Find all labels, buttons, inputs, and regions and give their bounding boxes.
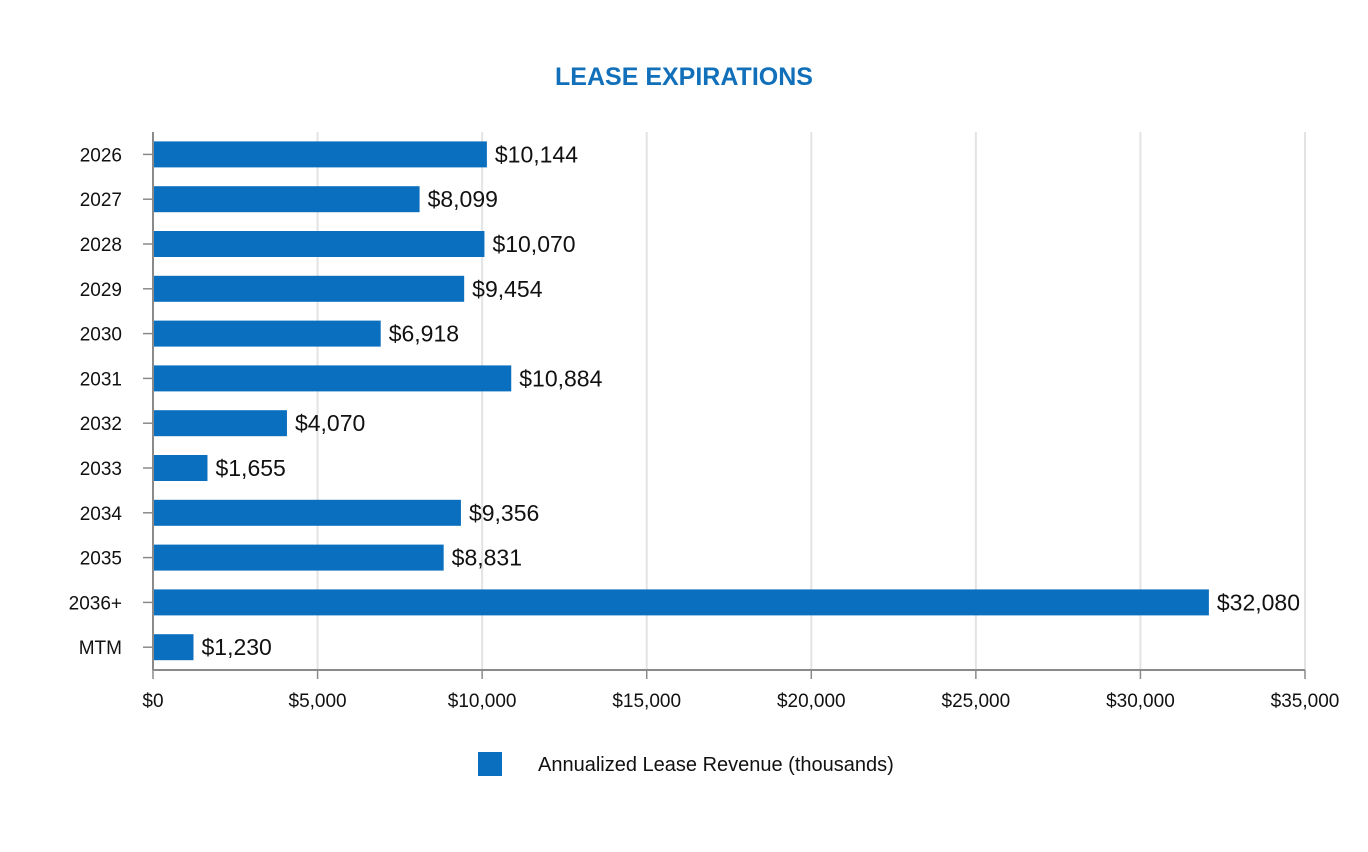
x-tick-label-7: $35,000 <box>1271 691 1340 712</box>
category-label-2036: 2036+ <box>69 593 122 614</box>
category-label-2032: 2032 <box>80 414 122 435</box>
category-label-2033: 2033 <box>80 459 122 480</box>
bar-mtm <box>153 634 194 661</box>
data-label-2033: $1,655 <box>215 455 285 481</box>
bar-2026 <box>153 141 487 168</box>
bar-2031 <box>153 365 512 392</box>
data-label-2027: $8,099 <box>428 186 498 212</box>
legend-label: Annualized Lease Revenue (thousands) <box>538 754 894 776</box>
category-label-2028: 2028 <box>80 235 122 256</box>
data-label-mtm: $1,230 <box>201 634 271 660</box>
category-label-2026: 2026 <box>80 145 122 166</box>
data-label-2032: $4,070 <box>295 410 365 436</box>
data-label-2030: $6,918 <box>389 321 459 347</box>
category-label-2029: 2029 <box>80 280 122 301</box>
bar-2034 <box>153 499 461 526</box>
data-label-2028: $10,070 <box>492 231 575 257</box>
x-tick-label-6: $30,000 <box>1106 691 1175 712</box>
bar-2036 <box>153 589 1209 616</box>
bar-2027 <box>153 186 420 213</box>
x-tick-label-4: $20,000 <box>777 691 846 712</box>
data-label-2036: $32,080 <box>1217 589 1300 615</box>
x-tick-label-0: $0 <box>142 691 163 712</box>
x-tick-label-1: $5,000 <box>289 691 347 712</box>
bar-2033 <box>153 455 208 481</box>
axes <box>143 132 1306 679</box>
gridlines <box>316 132 1306 670</box>
bar-2032 <box>153 410 287 437</box>
bar-2035 <box>153 544 444 571</box>
legend: Annualized Lease Revenue (thousands) <box>478 752 894 776</box>
chart-title: LEASE EXPIRATIONS <box>555 63 813 91</box>
bar-2030 <box>153 320 381 347</box>
category-label-2030: 2030 <box>80 325 122 346</box>
category-label-2031: 2031 <box>80 369 122 390</box>
x-tick-label-5: $25,000 <box>942 691 1011 712</box>
data-label-2035: $8,831 <box>452 545 522 571</box>
data-label-2034: $9,356 <box>469 500 539 526</box>
x-tick-label-2: $10,000 <box>448 691 517 712</box>
x-tick-label-3: $15,000 <box>612 691 681 712</box>
data-label-2031: $10,884 <box>519 365 602 391</box>
data-label-2026: $10,144 <box>495 141 578 167</box>
category-label-2027: 2027 <box>80 190 122 211</box>
category-label-2035: 2035 <box>80 549 122 570</box>
labels: $10,144 2026 $8,099 2027 $10,070 2028 $9,454 20… <box>69 141 1340 712</box>
bar-2029 <box>153 275 465 302</box>
category-label-2034: 2034 <box>80 504 123 525</box>
data-label-2029: $9,454 <box>472 276 543 302</box>
category-label-mtm: MTM <box>79 638 122 659</box>
bar-2028 <box>153 231 485 257</box>
bars <box>153 141 1209 661</box>
legend-swatch <box>478 752 502 776</box>
